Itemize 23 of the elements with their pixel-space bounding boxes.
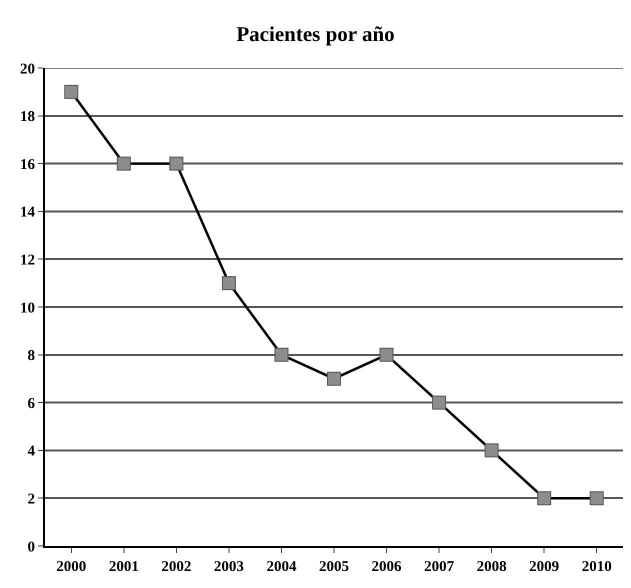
chart-title: Pacientes por año xyxy=(236,22,395,46)
x-tick-label: 2005 xyxy=(319,559,349,575)
x-tick-label: 2010 xyxy=(582,559,612,575)
y-tick-label: 18 xyxy=(20,109,35,126)
x-tick-label: 2009 xyxy=(529,559,560,575)
y-tick-label: 0 xyxy=(28,539,35,556)
y-tick-label: 14 xyxy=(20,204,36,221)
x-tick-label: 2008 xyxy=(476,559,507,575)
y-tick-label: 12 xyxy=(20,252,35,268)
y-tick-label: 2 xyxy=(28,491,35,508)
y-tick-label: 16 xyxy=(20,156,36,173)
y-tick-label: 6 xyxy=(28,396,36,412)
y-tick-label: 8 xyxy=(28,348,35,364)
x-tick-label: 2003 xyxy=(214,559,244,575)
x-tick-label: 2004 xyxy=(266,559,297,575)
y-tick-label: 4 xyxy=(28,444,36,460)
x-tick-label: 2002 xyxy=(161,559,192,575)
y-tick-label: 20 xyxy=(20,61,35,78)
x-tick-label: 2000 xyxy=(56,559,86,575)
x-tick-label: 2006 xyxy=(372,559,402,575)
y-tick-label: 10 xyxy=(20,300,35,316)
x-tick-label: 2001 xyxy=(108,559,139,575)
x-tick-label: 2007 xyxy=(424,559,455,575)
